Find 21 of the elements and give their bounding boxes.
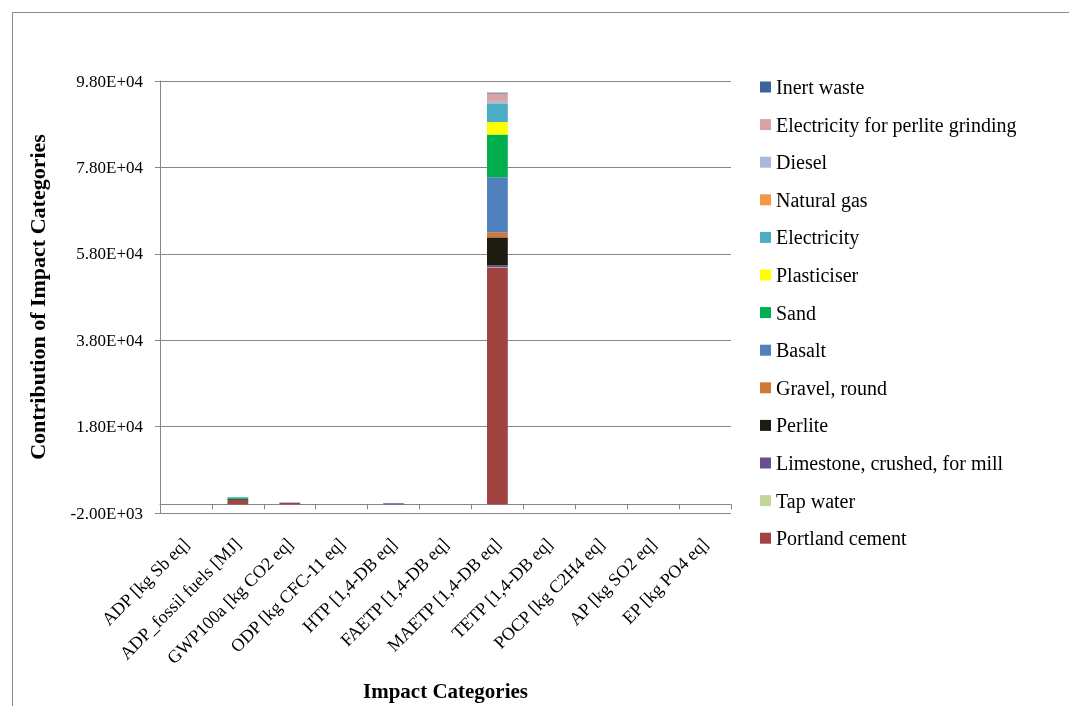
legend-label: Diesel <box>776 151 828 174</box>
legend-label: Electricity for perlite grinding <box>776 113 1017 137</box>
legend-label: Limestone, crushed, for mill <box>776 452 1004 474</box>
y-tick-label: 1.80E+04 <box>76 417 144 437</box>
legend-label: Plasticiser <box>776 264 859 286</box>
x-axis-title: Impact Categories <box>362 678 529 703</box>
y-tick-label: -2.00E+03 <box>70 503 143 523</box>
legend-label: Inert waste <box>776 76 865 98</box>
legend-label: Perlite <box>776 414 829 437</box>
legend-label: Tap water <box>776 489 856 513</box>
y-tick-label: 3.80E+04 <box>76 330 144 350</box>
y-tick-label: 9.80E+04 <box>76 71 144 91</box>
y-tick-label: 5.80E+04 <box>76 244 144 264</box>
y-tick-label: 7.80E+04 <box>76 157 144 177</box>
y-axis-title: Contribution of Impact Categories <box>24 133 50 460</box>
legend-label: Electricity <box>776 226 860 250</box>
legend-label: Portland cement <box>776 527 907 550</box>
legend-label: Basalt <box>776 339 827 362</box>
legend-label: Natural gas <box>776 188 868 212</box>
legend-label: Sand <box>776 301 816 324</box>
legend-label: Gravel, round <box>776 376 888 399</box>
